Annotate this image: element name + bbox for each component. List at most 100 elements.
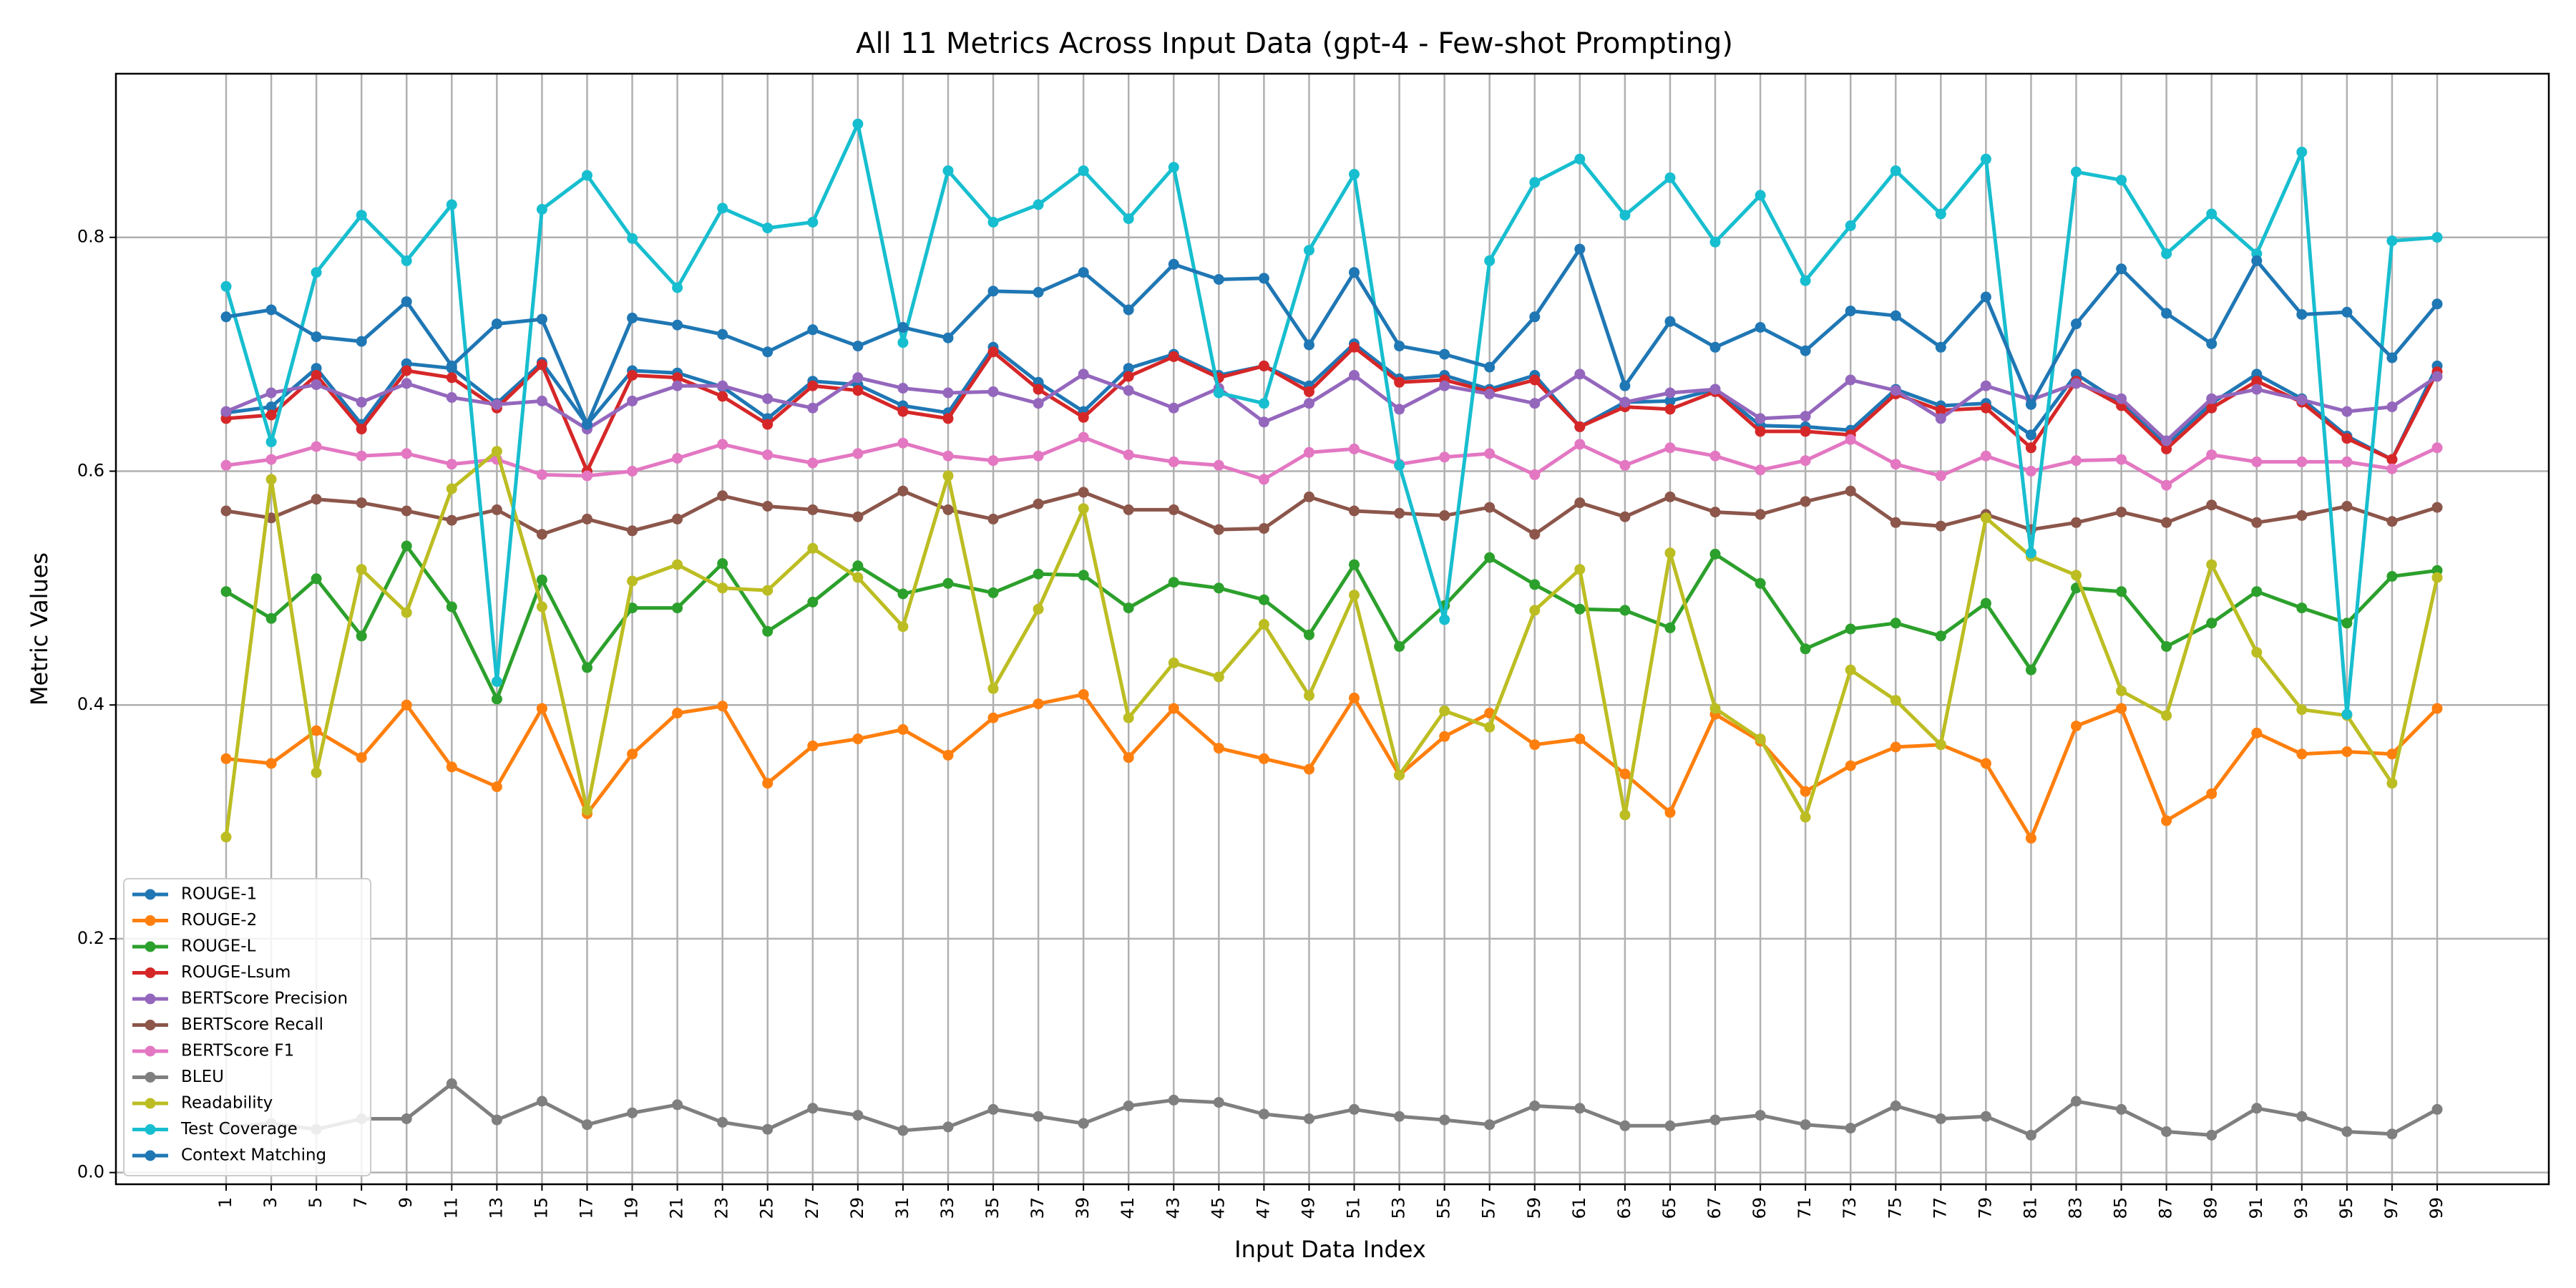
data-point-rouge-l (1619, 605, 1631, 616)
data-point-bleu (1800, 1119, 1811, 1131)
legend-label-rouge-2: ROUGE-2 (181, 911, 257, 930)
data-point-bertscore-precision (401, 378, 412, 389)
data-point-rouge-l (627, 602, 638, 614)
series-line-test-coverage (224, 122, 2438, 716)
data-point-test-coverage (1800, 275, 1811, 286)
data-point-readability (987, 683, 999, 694)
data-point-bertscore-recall (401, 505, 412, 517)
series-rouge-l (220, 540, 2443, 705)
data-point-bleu (1213, 1097, 1224, 1108)
x-tick-label: 25 (757, 1197, 777, 1219)
data-point-rouge-l (1033, 568, 1044, 580)
data-point-context-matching (2296, 309, 2308, 320)
data-point-readability (1033, 603, 1044, 615)
data-point-context-matching (1709, 341, 1721, 353)
data-point-bertscore-f1 (1078, 431, 1089, 443)
data-point-context-matching (1845, 306, 1856, 317)
data-point-bertscore-precision (627, 395, 638, 406)
data-point-bertscore-precision (1980, 380, 1991, 391)
data-point-rouge-lsum (2161, 443, 2172, 454)
data-point-bertscore-precision (265, 387, 277, 399)
data-point-rouge-2 (356, 752, 367, 763)
x-tick-label: 95 (2336, 1197, 2356, 1219)
data-point-bleu (1529, 1101, 1541, 1111)
data-point-rouge-1 (1664, 395, 1676, 406)
x-tick-label: 61 (1569, 1197, 1589, 1219)
data-point-bertscore-precision (446, 392, 457, 403)
data-point-rouge-l (2161, 641, 2172, 652)
data-point-test-coverage (536, 204, 547, 215)
data-point-bleu (401, 1113, 412, 1124)
data-point-bertscore-f1 (2386, 463, 2398, 474)
data-point-context-matching (265, 304, 277, 316)
data-point-rouge-2 (807, 740, 819, 751)
data-point-test-coverage (1755, 190, 1766, 201)
x-tick-label: 83 (2066, 1197, 2086, 1219)
data-point-bertscore-f1 (2431, 442, 2443, 454)
data-point-rouge-lsum (536, 359, 547, 371)
data-point-readability (2071, 570, 2082, 581)
data-point-bertscore-recall (987, 513, 999, 525)
data-point-context-matching (1890, 310, 1901, 321)
data-point-rouge-2 (1304, 763, 1314, 775)
data-point-context-matching (1213, 274, 1224, 285)
data-point-rouge-lsum (672, 372, 683, 384)
data-point-bertscore-recall (446, 514, 457, 526)
data-point-test-coverage (311, 267, 322, 278)
data-point-bleu (2386, 1128, 2398, 1140)
data-point-bertscore-precision (762, 393, 774, 404)
data-point-rouge-l (311, 573, 322, 585)
data-point-bertscore-recall (582, 513, 592, 525)
data-point-bleu (2025, 1129, 2036, 1141)
data-point-bleu (807, 1103, 819, 1114)
data-point-rouge-lsum (1980, 402, 1991, 414)
data-point-context-matching (1619, 380, 1631, 391)
data-point-context-matching (1529, 311, 1541, 323)
x-tick-label: 69 (1750, 1197, 1770, 1219)
legend-marker-bleu (145, 1072, 156, 1083)
data-point-rouge-l (2341, 618, 2353, 629)
data-point-rouge-l (401, 540, 412, 552)
data-point-context-matching (807, 324, 819, 336)
x-axis-label: Input Data Index (1234, 1236, 1426, 1263)
data-point-rouge-lsum (1529, 374, 1541, 386)
data-point-bertscore-f1 (1709, 450, 1721, 462)
series-line-context-matching (225, 247, 2439, 426)
data-point-bleu (942, 1121, 954, 1133)
data-point-bleu (582, 1119, 592, 1131)
data-point-bertscore-recall (2251, 517, 2263, 528)
data-point-bertscore-recall (717, 490, 728, 502)
data-point-bertscore-f1 (942, 450, 954, 462)
data-point-bleu (1349, 1103, 1360, 1115)
series-line-bleu (225, 1082, 2439, 1137)
data-point-rouge-lsum (1349, 341, 1360, 353)
data-point-rouge-2 (762, 778, 774, 789)
x-tick-label: 5 (306, 1197, 326, 1208)
data-point-bertscore-f1 (1349, 443, 1360, 454)
data-point-test-coverage (807, 217, 819, 228)
data-point-rouge-l (1213, 582, 1224, 594)
x-tick-label: 41 (1118, 1197, 1138, 1219)
data-point-context-matching (1394, 341, 1405, 352)
data-point-bertscore-f1 (2341, 456, 2353, 467)
data-point-rouge-l (942, 577, 954, 589)
data-point-bleu (2251, 1103, 2263, 1114)
x-tick-label: 53 (1389, 1197, 1409, 1219)
data-point-bertscore-precision (1619, 396, 1631, 408)
data-point-context-matching (2431, 298, 2443, 310)
data-point-bleu (1980, 1111, 1991, 1122)
data-point-readability (1258, 619, 1269, 630)
data-point-test-coverage (1529, 177, 1541, 188)
data-point-bleu (2431, 1103, 2443, 1115)
data-point-rouge-2 (536, 703, 547, 714)
data-point-rouge-l (356, 630, 367, 642)
data-point-rouge-lsum (627, 370, 638, 381)
data-point-test-coverage (2071, 166, 2082, 177)
data-point-readability (942, 470, 954, 482)
series-bleu (220, 1078, 2443, 1141)
data-point-context-matching (1980, 291, 1991, 303)
x-tick-label: 29 (847, 1197, 867, 1219)
data-point-rouge-2 (987, 712, 999, 723)
data-point-context-matching (582, 419, 592, 430)
